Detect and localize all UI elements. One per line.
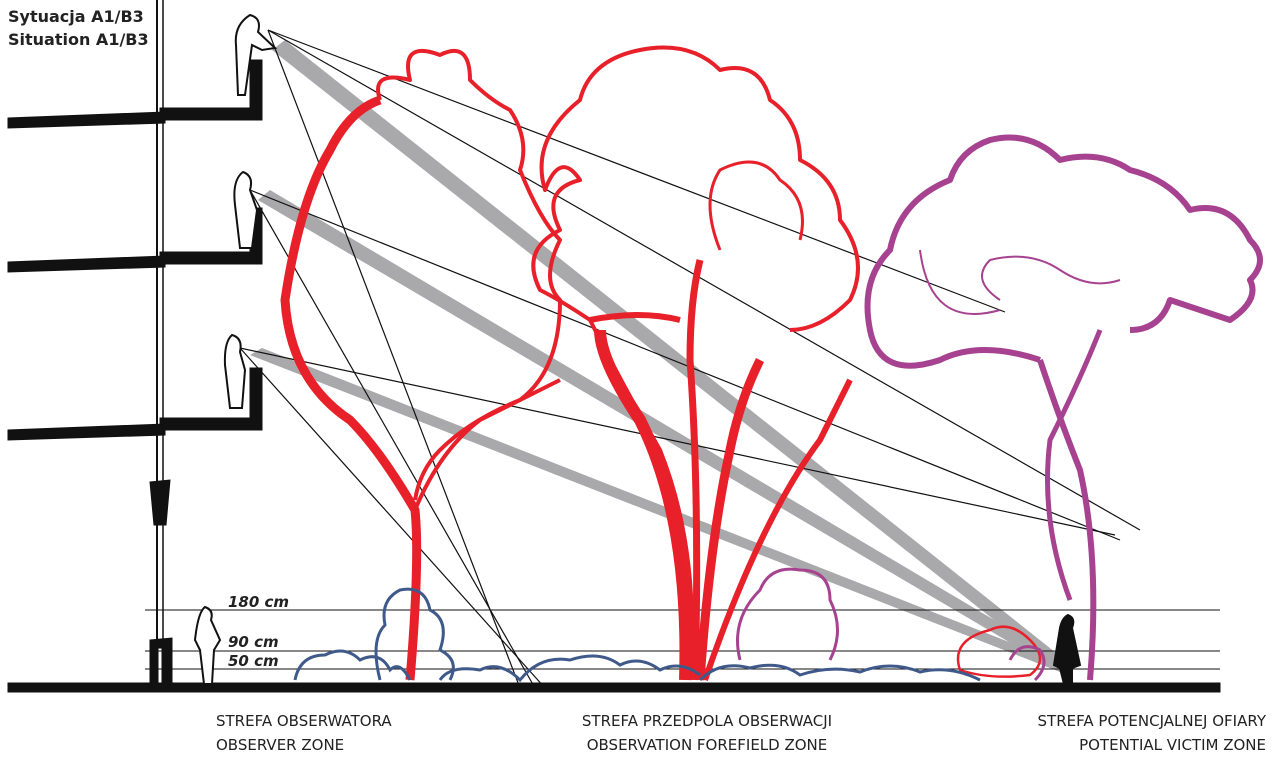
height-label: 50 cm (228, 652, 279, 670)
blue-bushes (295, 589, 980, 680)
title-pl: Sytuacja A1/B3 (8, 7, 144, 26)
zone-label: STREFA OBSERWATORA (216, 712, 392, 730)
purple-tree (738, 138, 1261, 681)
height-label: 180 cm (228, 593, 289, 611)
zone-label: STREFA PRZEDPOLA OBSERWACJI (582, 712, 832, 730)
zone-label: STREFA POTENCJALNEJ OFIARY (1038, 712, 1267, 730)
zone-label: POTENTIAL VICTIM ZONE (1079, 736, 1266, 754)
building (8, 0, 1220, 692)
diagram: Sytuacja A1/B3 Situation A1/B3 180 cm 90… (0, 0, 1277, 758)
zone-label: OBSERVATION FOREFIELD ZONE (587, 736, 828, 754)
height-label: 90 cm (228, 633, 279, 651)
zone-label: OBSERVER ZONE (216, 736, 344, 754)
observers (195, 15, 1080, 684)
title-en: Situation A1/B3 (8, 30, 149, 49)
